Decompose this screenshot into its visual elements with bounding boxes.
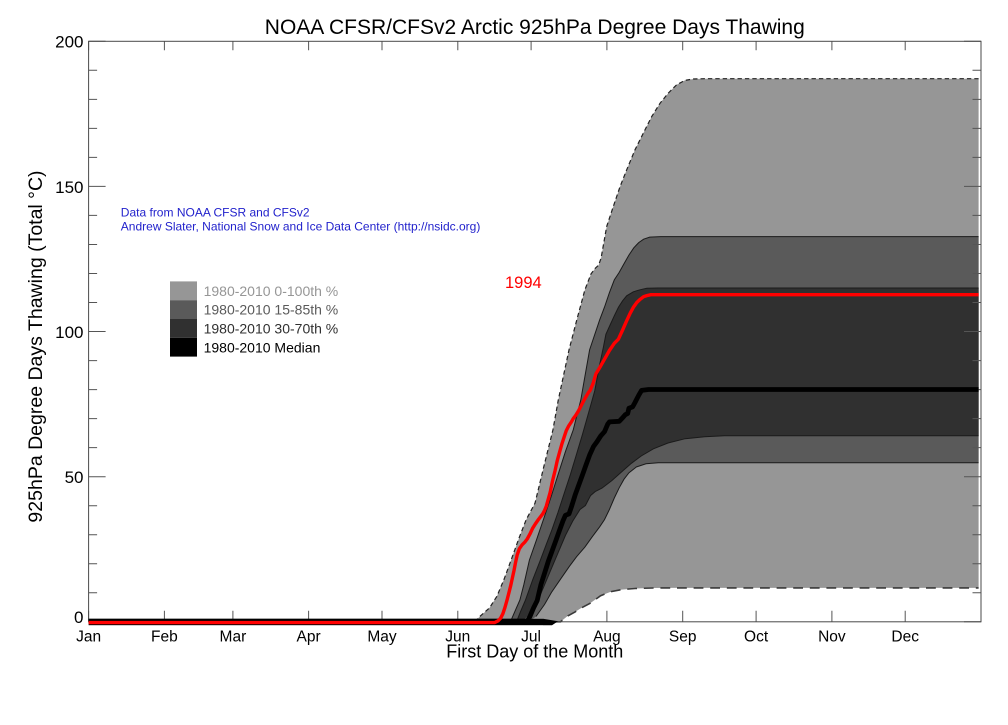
svg-text:150: 150 (55, 178, 83, 197)
svg-text:1980-2010 0-100th %: 1980-2010 0-100th % (204, 283, 339, 299)
svg-text:Jan: Jan (76, 629, 101, 646)
svg-text:Mar: Mar (220, 629, 247, 646)
svg-text:Data from NOAA CFSR and CFSv2: Data from NOAA CFSR and CFSv2 (121, 205, 310, 219)
svg-text:50: 50 (65, 468, 84, 487)
svg-text:May: May (367, 629, 397, 646)
svg-text:Oct: Oct (744, 629, 769, 646)
svg-text:Jun: Jun (445, 629, 470, 646)
svg-text:Feb: Feb (151, 629, 178, 646)
svg-text:1980-2010 15-85th %: 1980-2010 15-85th % (204, 302, 339, 318)
svg-text:NOAA CFSR/CFSv2 Arctic 925hPa: NOAA CFSR/CFSv2 Arctic 925hPa Degree Day… (265, 16, 805, 39)
svg-text:Sep: Sep (669, 629, 697, 646)
svg-text:925hPa Degree Days Thawing (To: 925hPa Degree Days Thawing (Total °C) (25, 170, 47, 522)
svg-text:Aug: Aug (593, 629, 621, 646)
svg-text:100: 100 (55, 323, 83, 342)
svg-text:1980-2010 Median: 1980-2010 Median (204, 339, 321, 355)
svg-text:Jul: Jul (521, 629, 541, 646)
svg-text:0: 0 (74, 608, 83, 627)
svg-text:200: 200 (55, 33, 83, 52)
svg-text:First Day of the Month: First Day of the Month (446, 642, 623, 662)
svg-text:Andrew Slater, National Snow a: Andrew Slater, National Snow and Ice Dat… (121, 220, 481, 234)
svg-text:Nov: Nov (818, 629, 846, 646)
svg-text:1994: 1994 (505, 274, 542, 292)
svg-text:Apr: Apr (297, 629, 321, 646)
svg-text:1980-2010 30-70th %: 1980-2010 30-70th % (204, 321, 339, 337)
svg-text:Dec: Dec (891, 629, 919, 646)
